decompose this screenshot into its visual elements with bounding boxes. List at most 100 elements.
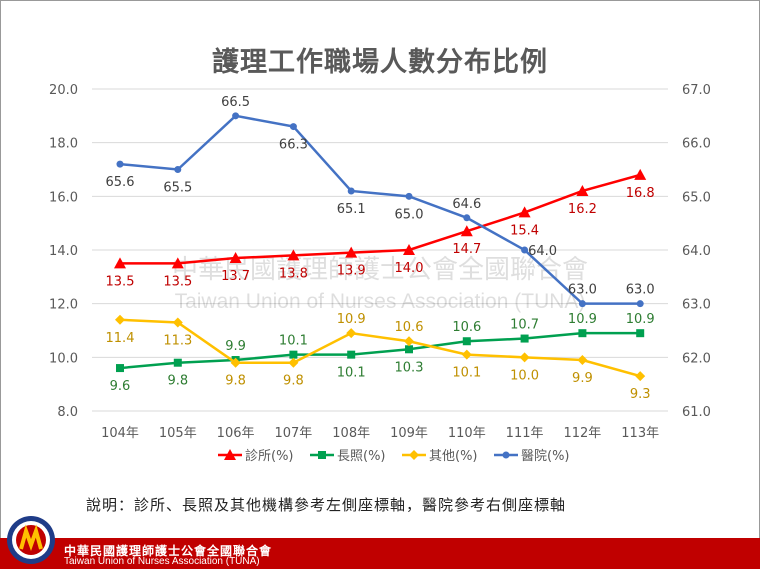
x-axis-tick: 110年 <box>448 426 486 441</box>
marker-square <box>578 329 587 338</box>
data-label: 63.0 <box>626 283 655 298</box>
marker-triangle <box>345 246 358 258</box>
marker-triangle <box>114 257 126 269</box>
legend-entry: 醫院(%) <box>521 449 570 464</box>
data-label: 10.1 <box>452 366 481 381</box>
marker-diamond <box>519 352 530 363</box>
chart-note: 說明：診所、長照及其他機構參考左側座標軸，醫院參考右側座標軸 <box>86 496 567 514</box>
data-label: 10.9 <box>337 312 366 327</box>
marker-square <box>116 364 124 373</box>
right-axis-tick: 64.0 <box>682 244 711 259</box>
data-label: 65.0 <box>395 207 424 222</box>
left-axis-tick: 14.0 <box>49 244 78 259</box>
legend-entry: 其他(%) <box>429 449 478 464</box>
data-label: 9.9 <box>225 339 246 354</box>
x-axis-tick: 105年 <box>159 426 197 441</box>
left-axis-tick: 8.0 <box>57 405 78 420</box>
data-label: 10.7 <box>510 318 539 333</box>
marker-diamond <box>577 355 588 366</box>
watermark-zh: 中華民國護理師護士公會全國聯合會 <box>172 255 588 285</box>
marker-diamond <box>461 349 472 360</box>
data-label: 10.6 <box>395 320 424 335</box>
data-label: 11.4 <box>106 331 135 346</box>
series-line <box>119 114 641 305</box>
marker-square <box>347 350 356 359</box>
x-axis-tick: 112年 <box>563 426 601 441</box>
right-axis-tick: 65.0 <box>682 190 711 205</box>
marker-triangle <box>403 244 415 255</box>
data-label: 66.5 <box>221 95 250 110</box>
footer-bar <box>0 538 760 569</box>
marker-circle <box>636 300 644 308</box>
x-axis-tick: 107年 <box>274 426 312 441</box>
marker-triangle <box>287 249 300 261</box>
legend-entry: 長照(%) <box>337 449 386 464</box>
x-axis-tick: 113年 <box>621 426 659 441</box>
marker-triangle <box>460 225 473 237</box>
marker-diamond <box>346 328 357 339</box>
marker-square <box>462 337 471 346</box>
data-label: 14.0 <box>395 261 424 276</box>
left-axis-tick: 20.0 <box>49 83 78 98</box>
data-label: 13.9 <box>337 264 366 279</box>
series-line <box>119 331 641 370</box>
marker-circle <box>116 160 124 168</box>
footer-org-name-zh: 中華民國護理師護士公會全國聯合會 <box>64 544 273 558</box>
data-label: 10.1 <box>337 366 366 381</box>
data-label: 64.6 <box>452 197 481 212</box>
data-label: 9.8 <box>225 374 246 389</box>
data-label: 10.3 <box>395 360 424 375</box>
x-axis-tick: 106年 <box>217 426 255 441</box>
marker-triangle <box>229 252 242 264</box>
data-label: 15.4 <box>510 223 539 238</box>
data-label: 64.0 <box>528 244 557 259</box>
marker-square <box>405 345 413 354</box>
marker-triangle <box>634 168 647 180</box>
marker-square <box>173 358 182 367</box>
x-axis-tick: 104年 <box>101 426 139 441</box>
data-label: 9.3 <box>630 387 651 402</box>
data-label: 13.8 <box>279 266 308 281</box>
marker-square <box>520 334 529 343</box>
data-label: 10.9 <box>626 312 655 327</box>
left-axis-tick: 18.0 <box>49 137 78 152</box>
x-axis-tick: 108年 <box>332 426 370 441</box>
x-axis-tick: 109年 <box>390 426 428 441</box>
left-axis-tick: 16.0 <box>49 190 78 205</box>
marker-diamond <box>115 314 125 325</box>
left-axis-tick: 10.0 <box>49 351 78 366</box>
data-label: 13.7 <box>221 269 250 284</box>
marker-circle <box>347 187 355 195</box>
data-label: 10.6 <box>452 320 481 335</box>
data-label: 63.0 <box>568 283 597 298</box>
marker-triangle <box>576 184 589 196</box>
data-label: 9.8 <box>167 374 188 389</box>
x-axis-tick: 111年 <box>506 426 544 441</box>
marker-circle <box>232 112 240 120</box>
marker-diamond <box>230 357 241 368</box>
series-line <box>119 318 641 378</box>
right-axis-tick: 66.0 <box>682 137 711 152</box>
series-line <box>120 173 641 265</box>
data-label: 10.1 <box>279 334 308 349</box>
data-label: 10.9 <box>568 312 597 327</box>
data-label: 9.9 <box>572 371 593 386</box>
watermark-en: Taiwan Union of Nurses Association (TUNA… <box>175 290 586 313</box>
data-label: 65.6 <box>106 175 135 190</box>
data-label: 13.5 <box>163 274 192 289</box>
data-label: 9.6 <box>110 379 131 394</box>
marker-circle <box>502 451 510 459</box>
marker-diamond <box>288 357 299 368</box>
marker-square <box>636 329 645 338</box>
marker-triangle <box>171 257 184 269</box>
footer-org-name-en: Taiwan Union of Nurses Association (TUNA… <box>64 556 260 567</box>
left-axis-tick: 12.0 <box>49 298 78 313</box>
data-label: 10.0 <box>510 368 539 383</box>
marker-circle <box>463 214 471 222</box>
data-label: 9.8 <box>283 374 304 389</box>
data-label: 16.2 <box>568 202 597 217</box>
marker-circle <box>405 192 413 200</box>
legend-entry: 診所(%) <box>245 448 294 464</box>
marker-diamond <box>635 371 646 382</box>
marker-circle <box>578 300 586 308</box>
